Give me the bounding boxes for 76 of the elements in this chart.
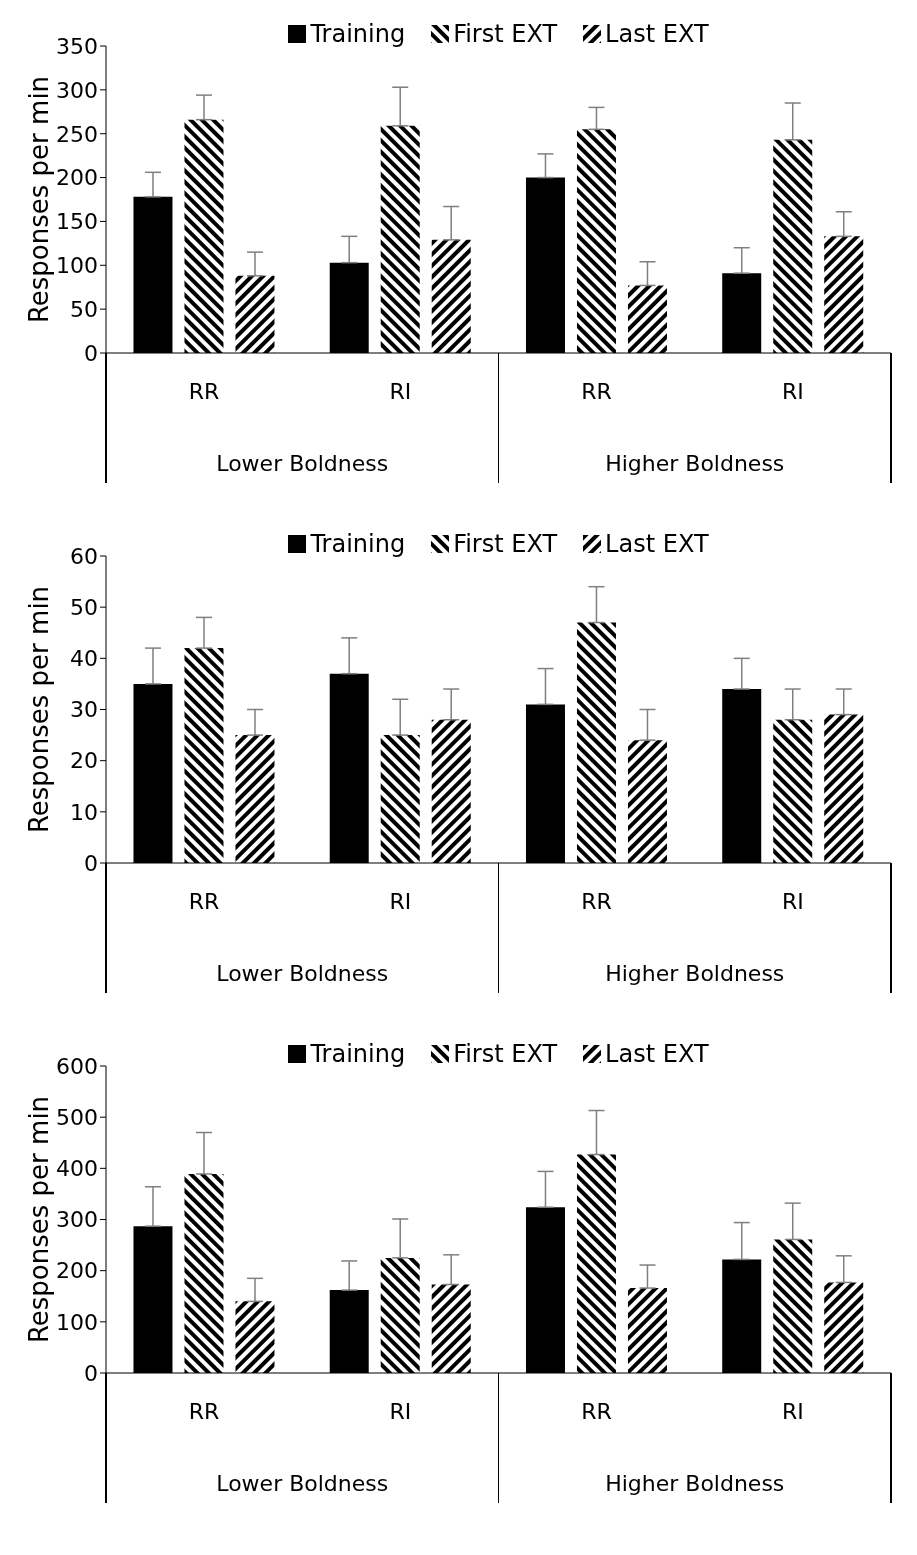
- x-tick-label: RI: [389, 378, 412, 404]
- x-tick-label: RR: [581, 1398, 612, 1424]
- bar: [380, 735, 420, 863]
- y-tick-label: 100: [56, 1309, 98, 1335]
- bar: [773, 1239, 813, 1373]
- bar: [235, 1301, 275, 1373]
- bar: [773, 139, 813, 353]
- x-tick-label: RR: [188, 378, 220, 404]
- bar: [824, 714, 864, 863]
- bar: [431, 239, 471, 353]
- legend-label: Training: [310, 20, 406, 48]
- y-tick-label: 100: [56, 253, 98, 279]
- text: Higher Boldness: [604, 1471, 786, 1496]
- bar: [576, 622, 616, 863]
- y-tick-label: 500: [56, 1104, 98, 1130]
- y-tick-label: 50: [70, 594, 98, 620]
- y-tick-label: 150: [56, 209, 98, 235]
- bar: [380, 125, 420, 353]
- y-axis-title: Responses per min: [24, 585, 55, 834]
- x-tick-label: RR: [581, 378, 612, 404]
- y-tick-label: 400: [56, 1156, 98, 1182]
- x-tick-label: RI: [781, 1398, 804, 1424]
- y-tick-label: 200: [56, 165, 98, 191]
- y-tick-label: 350: [56, 33, 98, 59]
- legend-label: Last EXT: [605, 530, 709, 558]
- text: Lower Boldness: [215, 961, 390, 986]
- x-tick-label: RR: [188, 1398, 220, 1424]
- bar: [576, 129, 616, 353]
- text: Higher Boldness: [604, 451, 786, 476]
- bar: [627, 285, 667, 353]
- bar: [184, 1173, 224, 1373]
- y-tick-label: 60: [70, 543, 98, 569]
- bar: [184, 119, 224, 353]
- x-tick-label: RI: [389, 1398, 412, 1424]
- y-tick-label: 300: [56, 77, 98, 103]
- y-axis-title: Responses per min: [24, 75, 55, 324]
- x-tick-label: RR: [581, 888, 612, 914]
- y-tick-label: 50: [70, 296, 98, 322]
- y-tick-label: 200: [56, 1258, 98, 1284]
- bar: [773, 719, 813, 863]
- bar: [235, 735, 275, 863]
- bar: [235, 275, 275, 353]
- legend-label: Training: [310, 1040, 406, 1068]
- text: Higher Boldness: [604, 961, 786, 986]
- y-tick-label: 300: [56, 1207, 98, 1233]
- x-tick-label: RI: [781, 378, 804, 404]
- legend-label: Training: [310, 530, 406, 558]
- bar: [627, 740, 667, 863]
- text: Lower Boldness: [215, 451, 390, 476]
- bar: [431, 1284, 471, 1373]
- bar: [431, 719, 471, 863]
- legend-label: First EXT: [453, 1040, 558, 1068]
- x-tick-label: RI: [781, 888, 804, 914]
- legend-label: First EXT: [453, 20, 558, 48]
- y-axis-title: Responses per min: [24, 1095, 55, 1344]
- bar: [380, 1257, 420, 1373]
- y-tick-label: 0: [84, 340, 98, 366]
- y-tick-label: 250: [56, 121, 98, 147]
- y-tick-label: 0: [84, 850, 98, 876]
- bar: [184, 648, 224, 863]
- legend-label: Last EXT: [605, 1040, 709, 1068]
- y-tick-label: 0: [84, 1360, 98, 1386]
- legend-label: First EXT: [453, 530, 558, 558]
- y-tick-label: 600: [56, 1053, 98, 1079]
- bar: [576, 1154, 616, 1373]
- bar: [627, 1288, 667, 1373]
- bar: [824, 236, 864, 353]
- y-tick-label: 40: [70, 646, 98, 672]
- text: Lower Boldness: [215, 1471, 390, 1496]
- bar: [824, 1282, 864, 1373]
- x-tick-label: RI: [389, 888, 412, 914]
- y-tick-label: 20: [70, 748, 98, 774]
- x-tick-label: RR: [188, 888, 220, 914]
- y-tick-label: 10: [70, 799, 98, 825]
- y-tick-label: 30: [70, 697, 98, 723]
- legend-label: Last EXT: [605, 20, 709, 48]
